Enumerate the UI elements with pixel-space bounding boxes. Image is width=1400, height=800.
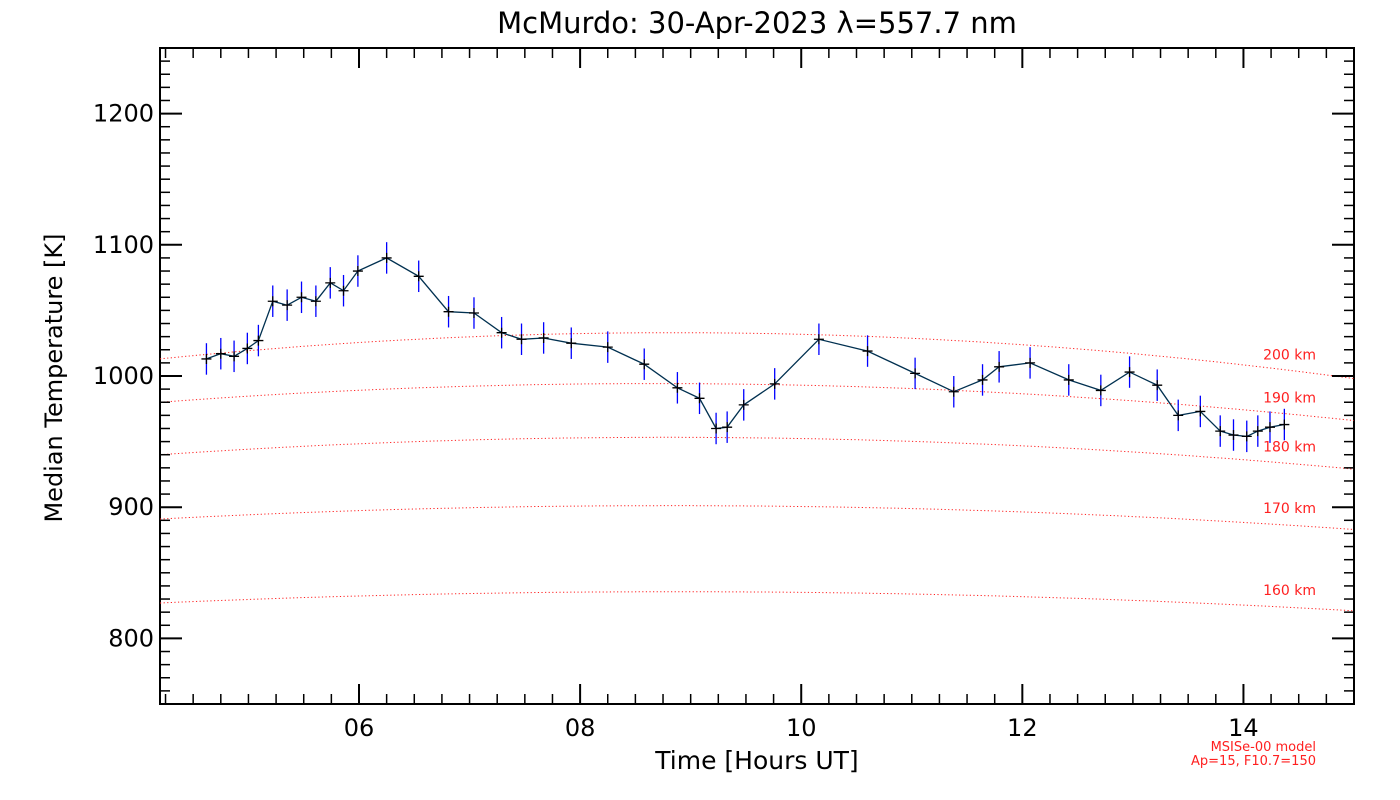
data-point [1215,426,1226,437]
data-point [1264,422,1275,433]
data-point [639,359,650,370]
data-point [1152,380,1163,391]
data-point [267,296,278,307]
model-curve-label: 200 km [1263,347,1316,363]
data-point [948,386,959,397]
data-point [338,285,349,296]
data-point [468,308,479,319]
data-point [769,378,780,389]
y-tick-label: 1100 [93,231,154,259]
data-point [1228,430,1239,441]
data-point [310,296,321,307]
data-point [862,346,873,357]
y-tick-label: 1000 [93,362,154,390]
data-point [352,266,363,277]
data-point [413,271,424,282]
data-point [672,382,683,393]
x-tick-label: 10 [786,714,817,742]
model-annotation: MSISe-00 model Ap=15, F10.7=150 [1191,741,1316,769]
data-point [242,343,253,354]
data-point [229,351,240,362]
model-curve [159,436,1355,470]
model-curve-label: 160 km [1263,583,1316,599]
data-point [253,335,264,346]
model-curve-label: 190 km [1263,390,1316,406]
x-tick-label: 06 [344,714,375,742]
data-point [325,277,336,288]
model-curve-label: 180 km [1263,440,1316,456]
data-point [1252,426,1263,437]
y-tick-label: 1200 [93,100,154,128]
data-point [443,306,454,317]
temperature-line [206,257,1285,438]
data-point [1195,406,1206,417]
data-point [813,334,824,345]
model-params: Ap=15, F10.7=150 [1191,754,1316,769]
data-point [538,332,549,343]
model-curve [159,591,1355,612]
data-point [738,399,749,410]
data-point [694,393,705,404]
x-tick-label: 08 [565,714,596,742]
data-point [1173,410,1184,421]
data-point [994,361,1005,372]
data-point [977,374,988,385]
data-point [711,423,722,434]
data-point [516,334,527,345]
data-point [1241,431,1252,442]
data-point [602,342,613,353]
x-tick-label: 14 [1228,714,1259,742]
data-point [496,327,507,338]
data-point [722,422,733,433]
data-point [296,292,307,303]
data-point [215,348,226,359]
data-point [1095,385,1106,396]
x-tick-label: 12 [1007,714,1038,742]
x-axis-label: Time [Hours UT] [655,746,859,775]
y-tick-label: 800 [108,624,154,652]
data-point [381,252,392,263]
data-point [1063,374,1074,385]
model-curve-label: 170 km [1263,501,1316,517]
data-point [1025,357,1036,368]
data-point [282,300,293,311]
y-tick-label: 900 [108,493,154,521]
data-point [1124,367,1135,378]
model-name: MSISe-00 model [1210,740,1316,755]
data-point [201,353,212,364]
data-point [1279,419,1290,430]
model-curve [159,505,1355,530]
data-point [566,338,577,349]
plot-frame [159,47,1355,705]
data-point [910,368,921,379]
model-curve [159,332,1355,380]
chart-title: McMurdo: 30-Apr-2023 λ=557.7 nm [497,6,1017,40]
